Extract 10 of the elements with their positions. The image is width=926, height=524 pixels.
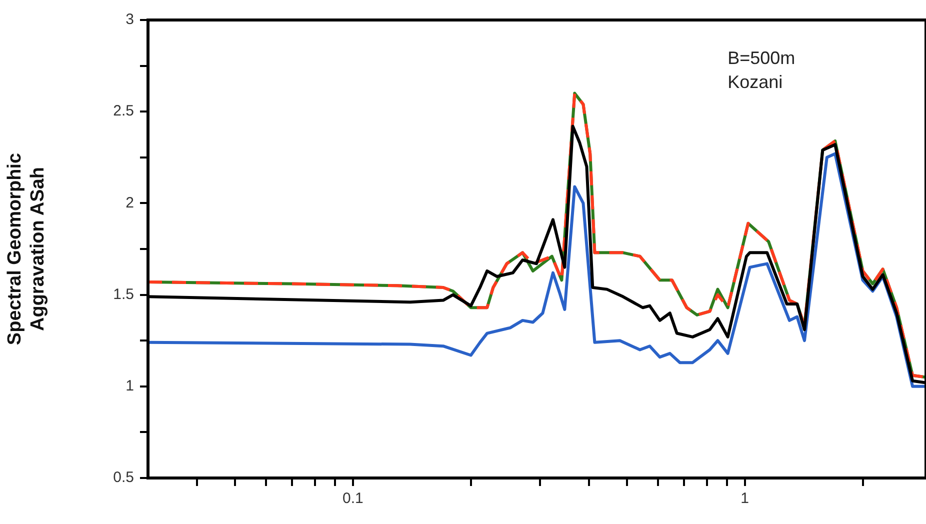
y-tick-label: 0.5 (113, 469, 134, 486)
y-tick-label: 2.5 (113, 102, 134, 120)
x-tick-label: 0.1 (342, 490, 364, 508)
y-tick-label: 1.5 (113, 286, 134, 303)
y-axis-title: Spectral Geomorphic Aggravation ASah (4, 152, 48, 346)
annotation: Kozani (728, 72, 783, 92)
y-tick-label: 1 (126, 378, 134, 395)
annotation: B=500m (728, 48, 796, 68)
y-tick-label: 2 (126, 194, 134, 212)
y-tick-label: 3 (126, 11, 134, 28)
